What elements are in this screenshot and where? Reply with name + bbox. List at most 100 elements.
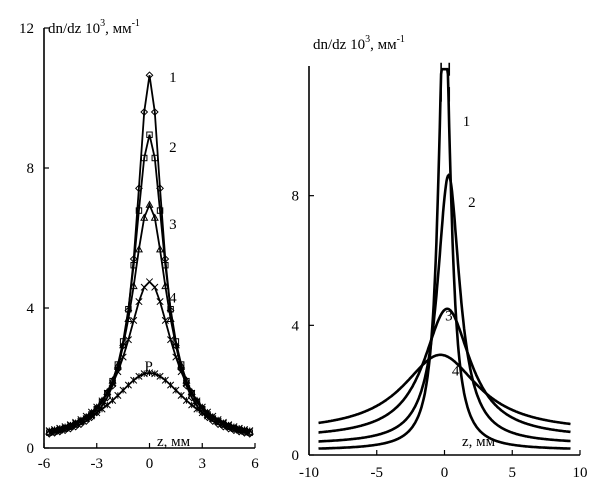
data-point-marker [150,108,159,116]
left-y-tick-label: 0 [27,441,35,457]
data-point-marker [98,397,106,405]
left-x-axis-label: z, мм [157,434,191,450]
data-point-marker [182,380,190,388]
data-point-marker [130,316,138,325]
data-point-marker [230,423,238,431]
data-point-marker [124,336,132,344]
data-point-marker [219,419,227,427]
left-x-tick-label: 0 [146,456,154,472]
right-x-axis-label: z, мм [462,434,496,450]
data-point-marker [66,421,74,429]
left-x-tick-label: -6 [38,456,51,472]
right-series-3: 3 [318,307,571,434]
data-point-marker [177,368,185,376]
right-series-2: 2 [318,173,571,443]
right-series-label: 1 [463,114,471,130]
data-point-marker [72,419,80,427]
data-point-marker [134,245,143,253]
right-series-label: 4 [452,364,460,380]
data-point-marker [140,283,148,291]
right-chart: dn/dz 103, мм-1 z, мм 0 4 8 -10 -5 0 5 10 1 2 3 4 [292,34,588,481]
data-point-marker [119,340,128,349]
left-series-label: P [145,359,153,375]
left-series-1: 1 [45,70,254,438]
left-y-tick-label: 12 [19,21,34,37]
data-point-marker [166,314,175,322]
data-point-marker [150,213,159,221]
data-point-marker [93,409,101,417]
left-series-label: 3 [169,217,177,233]
right-series-line [318,67,571,450]
data-point-marker [103,401,111,409]
data-point-marker [182,396,190,404]
left-series-4: 4 [45,278,254,435]
data-point-marker [77,417,85,425]
data-point-marker [109,380,117,388]
data-point-marker [50,426,59,434]
data-point-marker [129,281,138,290]
data-point-marker [156,298,164,306]
left-series-line [49,75,250,435]
data-point-marker [156,207,164,214]
data-point-marker [103,389,111,397]
left-series-2: 2 [46,131,253,436]
data-point-marker [82,415,90,423]
right-y-tick-label: 4 [292,318,300,334]
data-point-marker [156,372,164,380]
data-point-marker [140,108,149,116]
data-point-marker [156,245,165,253]
data-point-marker [130,376,138,384]
left-series-line [49,134,250,434]
data-point-marker [61,423,69,431]
data-point-marker [56,424,64,432]
data-point-marker [140,213,149,221]
data-point-marker [125,305,132,313]
left-x-tick-label: -3 [91,456,104,472]
data-point-marker [203,412,212,420]
left-series-label: 1 [169,70,177,86]
data-point-marker [188,389,196,397]
data-point-marker [225,421,233,429]
left-series-label: 4 [169,291,177,307]
data-point-marker [97,396,107,404]
data-point-marker [167,336,175,344]
right-series-line [318,353,571,426]
data-point-marker [119,353,127,361]
right-x-tick-label: 5 [509,465,517,481]
data-point-marker [161,281,170,290]
data-point-marker [188,401,196,409]
data-point-marker [98,405,106,413]
right-y-axis-label: dn/dz 103, мм-1 [313,34,405,53]
data-point-marker [87,412,96,420]
right-series-line [318,173,571,443]
data-point-marker [193,397,201,405]
right-x-tick-label: -10 [299,465,319,481]
left-series-line [49,280,250,432]
left-y-axis-label: dn/dz 103, мм-1 [48,18,140,37]
left-y-tick-label: 4 [27,301,35,317]
data-point-marker [246,427,254,435]
data-point-marker [124,314,133,322]
data-point-marker [172,353,180,361]
data-point-marker [192,396,202,404]
left-series-label: 2 [169,140,177,156]
right-x-tick-label: -5 [371,465,384,481]
data-point-marker [146,131,153,138]
data-point-marker [214,417,222,425]
data-point-marker [135,298,143,306]
left-x-tick-label: 3 [199,456,207,472]
data-point-marker [171,340,180,349]
right-series-1: 1 [318,67,571,450]
data-point-marker [93,403,101,411]
data-point-marker [235,424,243,432]
right-series-label: 2 [468,195,476,211]
data-point-marker [135,207,143,214]
data-point-marker [145,278,154,286]
data-point-marker [135,372,143,380]
right-y-tick-label: 8 [292,189,300,205]
left-series-line [49,371,250,432]
data-point-marker [193,405,201,413]
data-point-marker [141,154,148,162]
